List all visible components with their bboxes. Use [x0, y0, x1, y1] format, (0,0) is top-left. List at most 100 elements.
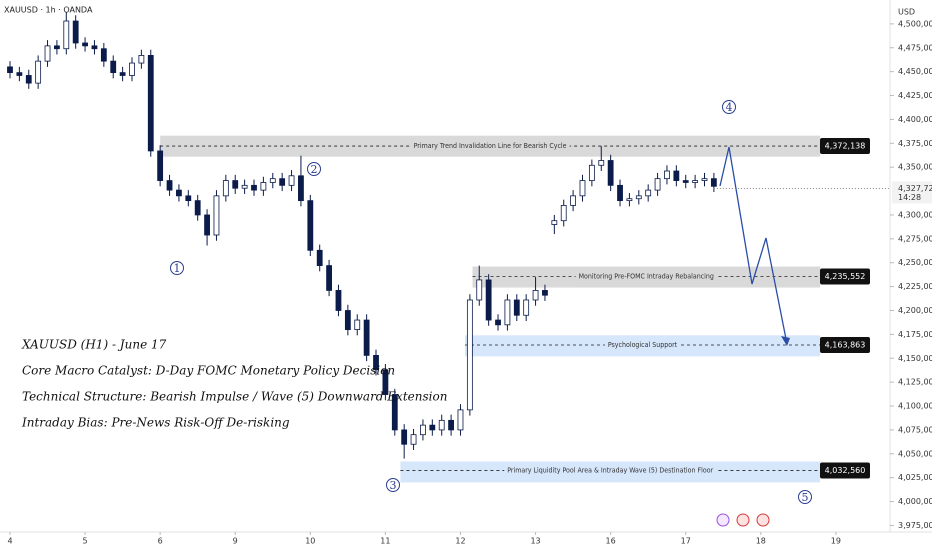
- candle-body: [382, 369, 389, 395]
- candle-body: [673, 170, 680, 181]
- candle-body: [241, 184, 248, 189]
- last-price-tag: [892, 181, 932, 204]
- candle-body: [429, 424, 436, 431]
- candle-body: [523, 299, 530, 316]
- y-tick-label: 4,150,000: [898, 354, 932, 363]
- price-tag: [820, 268, 870, 285]
- x-tick-label: 6: [158, 537, 163, 546]
- candle-body: [176, 189, 182, 197]
- candle-body: [63, 20, 70, 50]
- candle-body: [495, 319, 501, 326]
- price-tag: [820, 138, 870, 155]
- candle-body: [269, 178, 276, 183]
- candle-body: [251, 184, 257, 191]
- candle-body: [466, 299, 473, 411]
- candle-body: [129, 62, 135, 76]
- y-tick-label: 4,375,000: [898, 139, 932, 148]
- candle-body: [701, 178, 708, 181]
- candle-body: [194, 200, 201, 216]
- countdown: 14:28: [898, 193, 921, 202]
- x-tick-label: 10: [305, 537, 315, 546]
- y-tick-label: 4,250,000: [898, 258, 932, 267]
- candle-body: [110, 60, 117, 74]
- candle-body: [316, 249, 323, 266]
- note: Technical Structure: Bearish Impulse / W…: [22, 390, 447, 404]
- event-icon: [736, 513, 750, 527]
- x-tick-label: 12: [455, 537, 465, 546]
- candle-body: [607, 160, 614, 186]
- candle-body: [438, 419, 445, 431]
- candle-body: [504, 299, 511, 326]
- candle-body: [307, 200, 314, 251]
- candle-body: [560, 205, 567, 222]
- wave-circle: [170, 261, 184, 275]
- candle-body: [363, 319, 370, 356]
- last-price-label: 4,327,720: [898, 184, 932, 193]
- candle-body: [617, 184, 623, 202]
- candle-body: [373, 354, 379, 371]
- candle-body: [682, 180, 689, 183]
- candle-body: [185, 195, 192, 202]
- zone-label-bg: [575, 272, 717, 281]
- zones: Primary Trend Invalidation Line for Bear…: [160, 135, 870, 483]
- zone-label: Primary Trend Invalidation Line for Bear…: [414, 142, 567, 150]
- price-tag-label: 4,372,138: [825, 142, 866, 151]
- chart-title: XAUUSD · 1h · OANDA: [4, 6, 93, 15]
- price-tag: [820, 337, 870, 354]
- candle-body: [551, 220, 558, 225]
- y-tick-label: 4,100,000: [898, 402, 932, 411]
- y-tick-label: 4,225,000: [898, 282, 932, 291]
- candle-body: [335, 290, 342, 311]
- x-tick-label: 19: [831, 537, 841, 546]
- event-icons: [716, 513, 770, 527]
- candle-body: [147, 55, 154, 152]
- y-tick-label: 4,000,000: [898, 497, 932, 506]
- zone-label: Psychological Support: [608, 341, 678, 349]
- y-tick-label: 4,200,000: [898, 306, 932, 315]
- candle-body: [635, 195, 642, 200]
- projection: [719, 146, 790, 346]
- candle-body: [279, 178, 286, 186]
- x-tick-label: 16: [606, 537, 616, 546]
- x-tick-label: 17: [681, 537, 691, 546]
- candle-body: [44, 45, 51, 62]
- candle-body: [166, 180, 173, 191]
- zone-label-bg: [410, 142, 570, 151]
- candle-body: [326, 265, 332, 291]
- candle-body: [91, 45, 98, 50]
- wave-label: 2: [311, 163, 318, 176]
- price-tag: [820, 462, 870, 479]
- candle-body: [476, 279, 483, 301]
- y-tick-label: 3,975,000: [898, 521, 932, 530]
- candle-body: [579, 180, 586, 197]
- note: XAUUSD (H1) - June 17: [21, 338, 167, 352]
- y-tick-label: 4,175,000: [898, 330, 932, 339]
- wave-labels: 1 2 3 4 5: [170, 100, 812, 504]
- x-tick-label: 18: [756, 537, 766, 546]
- y-tick-label: 4,400,000: [898, 115, 932, 124]
- candle-body: [420, 424, 426, 436]
- y-tick-label: 4,050,000: [898, 449, 932, 458]
- event-icon: [756, 513, 770, 527]
- y-tick-label: 4,475,000: [898, 43, 932, 52]
- y-tick-label: 4,350,000: [898, 163, 932, 172]
- y-tick-label: 4,300,000: [898, 210, 932, 219]
- y-tick-label: 4,125,000: [898, 378, 932, 387]
- candle-body: [692, 180, 699, 183]
- candle-body: [54, 45, 60, 50]
- event-icon: [716, 513, 730, 527]
- wave-circle: [798, 490, 812, 504]
- candle-body: [485, 279, 492, 321]
- candle-body: [448, 419, 454, 431]
- candle-body: [457, 409, 464, 431]
- candle-body: [664, 170, 670, 180]
- candle-body: [391, 394, 398, 431]
- x-tick-label: 4: [7, 537, 12, 546]
- notes: XAUUSD (H1) - June 17 Core Macro Catalys…: [21, 338, 447, 430]
- candle-body: [213, 195, 220, 236]
- price-tag-label: 4,163,863: [825, 341, 866, 350]
- axes: 3,975,000 4,000,000 4,025,000 4,050,000 4,07…: [7, 19, 932, 546]
- y-tick-label: 4,500,000: [898, 19, 932, 28]
- wave-circle: [307, 162, 321, 176]
- wave-circle: [386, 478, 400, 492]
